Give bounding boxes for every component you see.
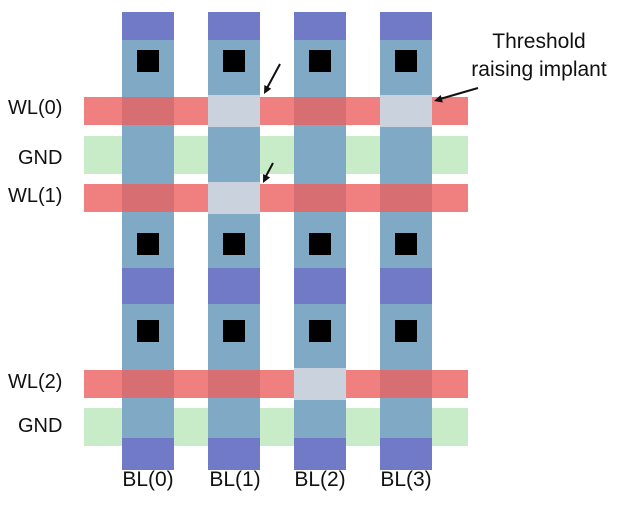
implant-cell-wl0-bl3 xyxy=(380,95,432,127)
bit-line-label-0: BL(0) xyxy=(122,468,174,491)
implant-cell-wl1-bl1 xyxy=(208,182,260,214)
transistor-cell-wl1-bl2 xyxy=(294,184,346,212)
bit-line-1-cap-2 xyxy=(208,438,260,470)
contact-bl0-1 xyxy=(137,233,159,255)
bit-line-0-cap-2 xyxy=(122,438,174,470)
bit-line-label-3: BL(3) xyxy=(380,468,432,491)
callout-arrow-head xyxy=(434,94,443,103)
bit-line-3-cap-1 xyxy=(380,268,432,304)
contact-bl1-1 xyxy=(223,233,245,255)
implant-callout: Threshold raising implant xyxy=(444,28,630,84)
contact-bl3-2 xyxy=(395,320,417,342)
bit-line-0-cap-0 xyxy=(122,12,174,40)
transistor-cell-wl0-bl0 xyxy=(122,97,174,125)
word-line-label-0: WL(0) xyxy=(8,97,63,119)
transistor-cell-wl2-bl0 xyxy=(122,370,174,398)
bit-line-3-cap-0 xyxy=(380,12,432,40)
contact-bl2-1 xyxy=(309,233,331,255)
bit-line-label-1: BL(1) xyxy=(209,468,261,491)
ground-line-label-0: GND xyxy=(18,147,63,169)
transistor-cell-wl1-bl3 xyxy=(380,184,432,212)
contact-bl3-1 xyxy=(395,233,417,255)
word-line-label-2: WL(2) xyxy=(8,371,63,393)
contact-bl1-2 xyxy=(223,320,245,342)
contact-bl0-2 xyxy=(137,320,159,342)
bit-line-label-2: BL(2) xyxy=(294,468,346,491)
contact-bl0-0 xyxy=(137,50,159,72)
implant-arrow-2-shaft xyxy=(264,162,274,179)
contact-bl3-0 xyxy=(395,50,417,72)
implant-cell-wl0-bl1 xyxy=(208,95,260,127)
implant-arrow-2-head xyxy=(263,174,271,183)
contact-bl2-0 xyxy=(309,50,331,72)
word-line-label-1: WL(1) xyxy=(8,185,63,207)
transistor-cell-wl1-bl0 xyxy=(122,184,174,212)
implant-arrow-1-head xyxy=(264,85,272,94)
implant-arrow-1-shaft xyxy=(265,63,281,91)
contact-bl1-0 xyxy=(223,50,245,72)
callout-line-2: raising implant xyxy=(471,58,607,81)
bit-line-2-cap-1 xyxy=(294,268,346,304)
transistor-cell-wl2-bl3 xyxy=(380,370,432,398)
bit-line-2-cap-0 xyxy=(294,12,346,40)
implant-cell-wl2-bl2 xyxy=(294,368,346,400)
contact-bl2-2 xyxy=(309,320,331,342)
transistor-cell-wl2-bl1 xyxy=(208,370,260,398)
callout-arrow-shaft xyxy=(439,87,479,100)
bit-line-1-cap-1 xyxy=(208,268,260,304)
bit-line-1-cap-0 xyxy=(208,12,260,40)
ground-line-label-1: GND xyxy=(18,415,63,437)
bit-line-0-cap-1 xyxy=(122,268,174,304)
bit-line-3-cap-2 xyxy=(380,438,432,470)
bit-line-2-cap-2 xyxy=(294,438,346,470)
transistor-cell-wl0-bl2 xyxy=(294,97,346,125)
callout-line-1: Threshold xyxy=(492,30,586,53)
